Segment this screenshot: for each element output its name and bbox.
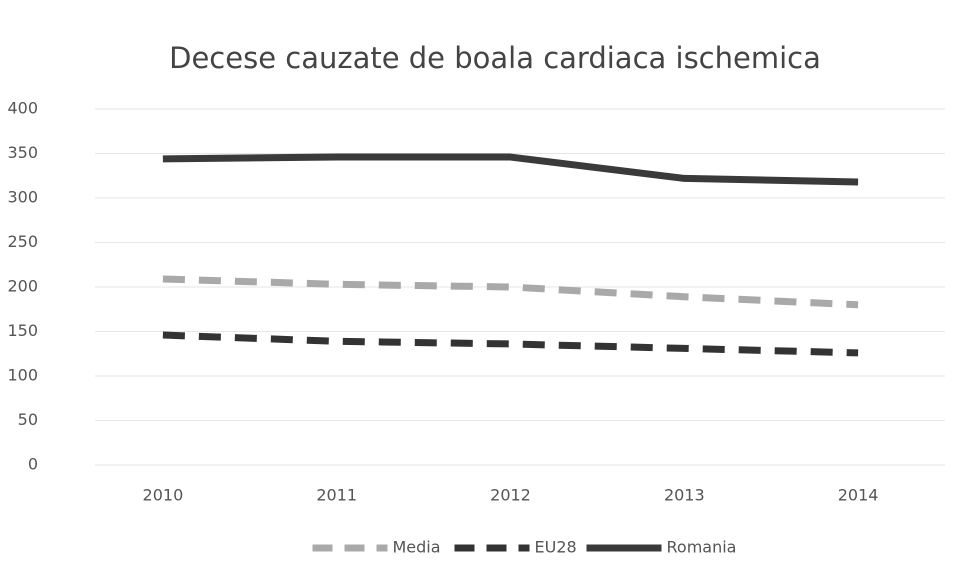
chart-title: Decese cauzate de boala cardiaca ischemi…	[169, 41, 821, 75]
x-tick-label: 2014	[838, 486, 879, 505]
y-tick-label: 400	[7, 99, 38, 118]
x-tick-label: 2011	[316, 486, 357, 505]
legend-label: Romania	[667, 538, 737, 557]
y-tick-label: 150	[7, 321, 38, 340]
y-tick-label: 350	[7, 143, 38, 162]
y-tick-label: 0	[28, 455, 38, 474]
x-tick-label: 2013	[664, 486, 705, 505]
y-tick-label: 300	[7, 188, 38, 207]
y-tick-label: 50	[18, 410, 38, 429]
y-tick-label: 200	[7, 277, 38, 296]
legend-label: EU28	[535, 538, 577, 557]
series-line	[162, 275, 859, 309]
series-line	[162, 153, 859, 186]
x-tick-label: 2012	[490, 486, 531, 505]
y-tick-label: 250	[7, 232, 38, 251]
legend-label: Media	[393, 538, 441, 557]
y-tick-label: 100	[7, 366, 38, 385]
x-tick-label: 2010	[143, 486, 184, 505]
series-line	[162, 331, 859, 357]
